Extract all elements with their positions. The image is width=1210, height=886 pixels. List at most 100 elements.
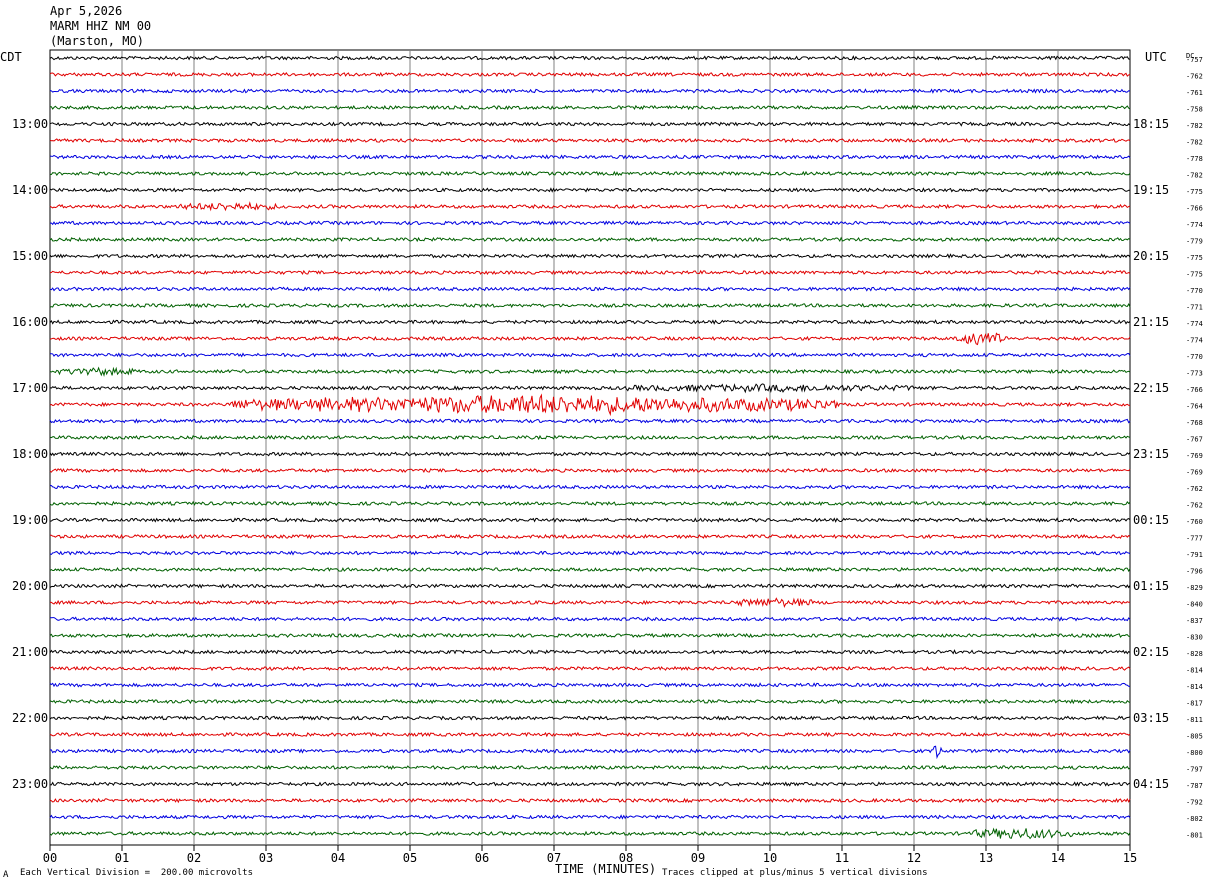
trace-39 — [49, 698, 1131, 705]
dc-offset-label: -805 — [1186, 733, 1203, 741]
trace-46 — [49, 814, 1131, 820]
trace-23 — [49, 434, 1131, 441]
dc-offset-label: -828 — [1186, 650, 1203, 658]
dc-offset-label: -814 — [1186, 683, 1203, 691]
right-hour-label: 01:15 — [1133, 579, 1169, 593]
x-tick-label: 02 — [187, 851, 201, 865]
trace-11 — [49, 236, 1131, 243]
dc-offset-label: -761 — [1186, 89, 1203, 97]
right-hour-label: 21:15 — [1133, 315, 1169, 329]
dc-offset-label: -762 — [1186, 485, 1203, 493]
trace-26 — [49, 484, 1131, 490]
dc-offset-label: -760 — [1186, 518, 1203, 526]
trace-6 — [49, 154, 1131, 160]
trace-16 — [49, 319, 1131, 325]
trace-41 — [49, 731, 1131, 738]
dc-offset-label: -777 — [1186, 535, 1203, 543]
plot-frame — [49, 49, 1131, 846]
trace-44 — [49, 781, 1131, 787]
dc-offset-label: -797 — [1186, 766, 1203, 774]
trace-2 — [49, 88, 1131, 94]
dc-offset-label: -769 — [1186, 469, 1203, 477]
dc-offset-label: -764 — [1186, 403, 1203, 411]
dc-offset-label: -774 — [1186, 221, 1203, 229]
left-hour-label: 19:00 — [12, 513, 48, 527]
dc-label: DC — [1186, 52, 1194, 60]
right-hour-label: 23:15 — [1133, 447, 1169, 461]
right-hour-label: 02:15 — [1133, 645, 1169, 659]
dc-offset-label: -767 — [1186, 436, 1203, 444]
x-tick-label: 10 — [763, 851, 777, 865]
trace-5 — [49, 137, 1131, 144]
trace-25 — [49, 467, 1131, 474]
left-hour-label: 22:00 — [12, 711, 48, 725]
trace-32 — [49, 583, 1131, 589]
header-station: MARM HHZ NM 00 — [50, 19, 152, 33]
left-hour-label: 17:00 — [12, 381, 48, 395]
dc-offset-label: -766 — [1186, 205, 1203, 213]
dc-offset-label: -770 — [1186, 287, 1203, 295]
trace-38 — [49, 682, 1131, 688]
dc-offset-label: -779 — [1186, 238, 1203, 246]
dc-offset-label: -771 — [1186, 304, 1203, 312]
dc-offset-label: -817 — [1186, 700, 1203, 708]
left-hour-label: 21:00 — [12, 645, 48, 659]
trace-28 — [49, 517, 1131, 523]
dc-offset-label: -814 — [1186, 667, 1203, 675]
dc-offset-label: -796 — [1186, 568, 1203, 576]
left-hour-label: 13:00 — [12, 117, 48, 131]
trace-1 — [49, 71, 1131, 78]
trace-42 — [49, 745, 1131, 760]
dc-offset-label: -801 — [1186, 832, 1203, 840]
x-axis-title: TIME (MINUTES) — [555, 862, 657, 876]
trace-33 — [49, 597, 1131, 609]
trace-35 — [49, 632, 1131, 639]
trace-30 — [49, 550, 1131, 556]
trace-3 — [50, 104, 1131, 111]
dc-offset-label: -768 — [1186, 419, 1203, 427]
x-tick-label: 04 — [331, 851, 345, 865]
dc-offset-label: -791 — [1186, 551, 1203, 559]
left-hour-label: 23:00 — [12, 777, 48, 791]
right-hour-label: 03:15 — [1133, 711, 1169, 725]
trace-9 — [49, 201, 1131, 212]
trace-8 — [49, 187, 1131, 193]
x-tick-label: 09 — [691, 851, 705, 865]
trace-0 — [49, 55, 1131, 61]
dc-offset-label: -773 — [1186, 370, 1203, 378]
dc-offset-label: -778 — [1186, 155, 1203, 163]
dc-offset-label: -811 — [1186, 716, 1203, 724]
x-tick-label: 11 — [835, 851, 849, 865]
trace-21 — [49, 393, 1131, 417]
dc-offset-label: -775 — [1186, 188, 1203, 196]
trace-27 — [49, 500, 1131, 507]
x-tick-label: 14 — [1051, 851, 1065, 865]
trace-43 — [49, 764, 1131, 771]
dc-offset-label: -800 — [1186, 749, 1203, 757]
right-hour-label: 04:15 — [1133, 777, 1169, 791]
dc-offset-label: -837 — [1186, 617, 1203, 625]
dc-offset-label: -830 — [1186, 634, 1203, 642]
dc-offset-label: -802 — [1186, 815, 1203, 823]
trace-19 — [49, 366, 1131, 378]
trace-12 — [49, 253, 1131, 259]
trace-13 — [49, 269, 1131, 276]
dc-offset-label: -775 — [1186, 271, 1203, 279]
trace-36 — [49, 649, 1131, 655]
x-tick-label: 05 — [403, 851, 417, 865]
corner-mark: A — [3, 870, 9, 880]
x-tick-label: 08 — [619, 851, 633, 865]
x-tick-label: 01 — [115, 851, 129, 865]
left-hour-label: 14:00 — [12, 183, 48, 197]
dc-offset-label: -769 — [1186, 452, 1203, 460]
x-tick-label: 03 — [259, 851, 273, 865]
trace-47 — [49, 827, 1131, 840]
dc-offset-label: -770 — [1186, 353, 1203, 361]
left-hour-label: 15:00 — [12, 249, 48, 263]
x-tick-label: 06 — [475, 851, 489, 865]
dc-offset-label: -766 — [1186, 386, 1203, 394]
dc-offset-label: -782 — [1186, 172, 1203, 180]
trace-7 — [49, 170, 1131, 177]
trace-37 — [49, 665, 1131, 672]
division-note: Each Vertical Division = 200.00 microvol… — [20, 868, 253, 878]
